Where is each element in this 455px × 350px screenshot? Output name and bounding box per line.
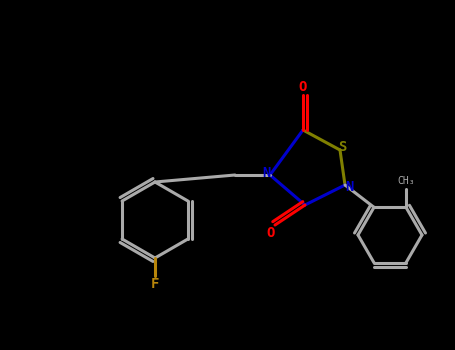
- Text: N: N: [262, 166, 270, 180]
- Text: N: N: [345, 180, 353, 194]
- Text: S: S: [338, 140, 346, 154]
- Text: O: O: [299, 80, 307, 94]
- Text: O: O: [267, 226, 275, 240]
- Text: CH₃: CH₃: [397, 176, 415, 186]
- Text: F: F: [151, 277, 159, 291]
